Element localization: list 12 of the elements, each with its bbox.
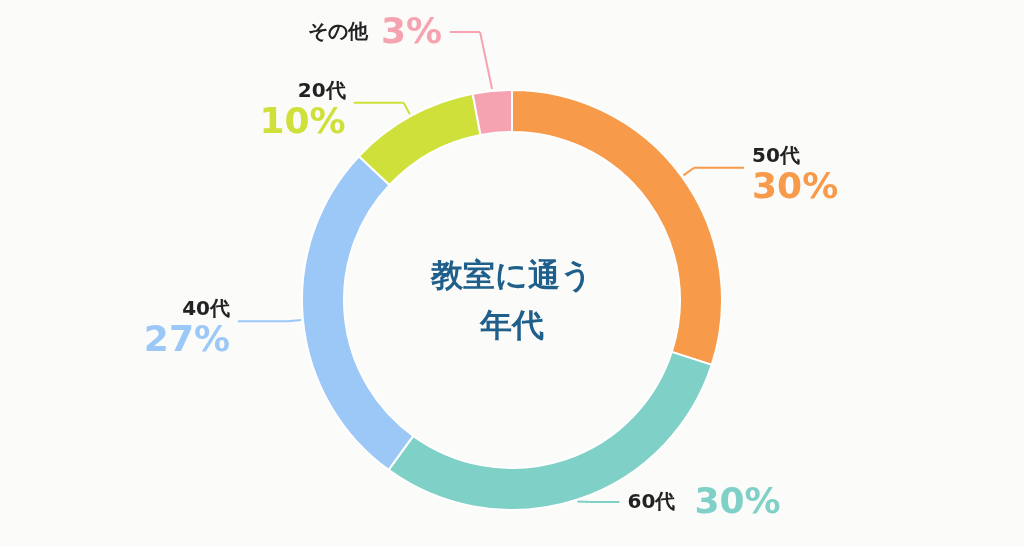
data-label: 3%: [380, 10, 443, 51]
text: 年代: [479, 306, 544, 344]
data-label: 30%: [752, 164, 839, 206]
data-label: 10%: [259, 99, 346, 141]
legend-label: 60代: [627, 489, 676, 513]
slice-label: 20代: [297, 77, 346, 102]
data-label: 30%: [694, 480, 781, 521]
text: 教室に通う: [430, 256, 593, 294]
data-label: 27%: [143, 318, 230, 360]
slice-label: 50代: [752, 142, 800, 167]
slice-label: その他: [308, 19, 370, 43]
slice-label: 40代: [182, 296, 230, 321]
